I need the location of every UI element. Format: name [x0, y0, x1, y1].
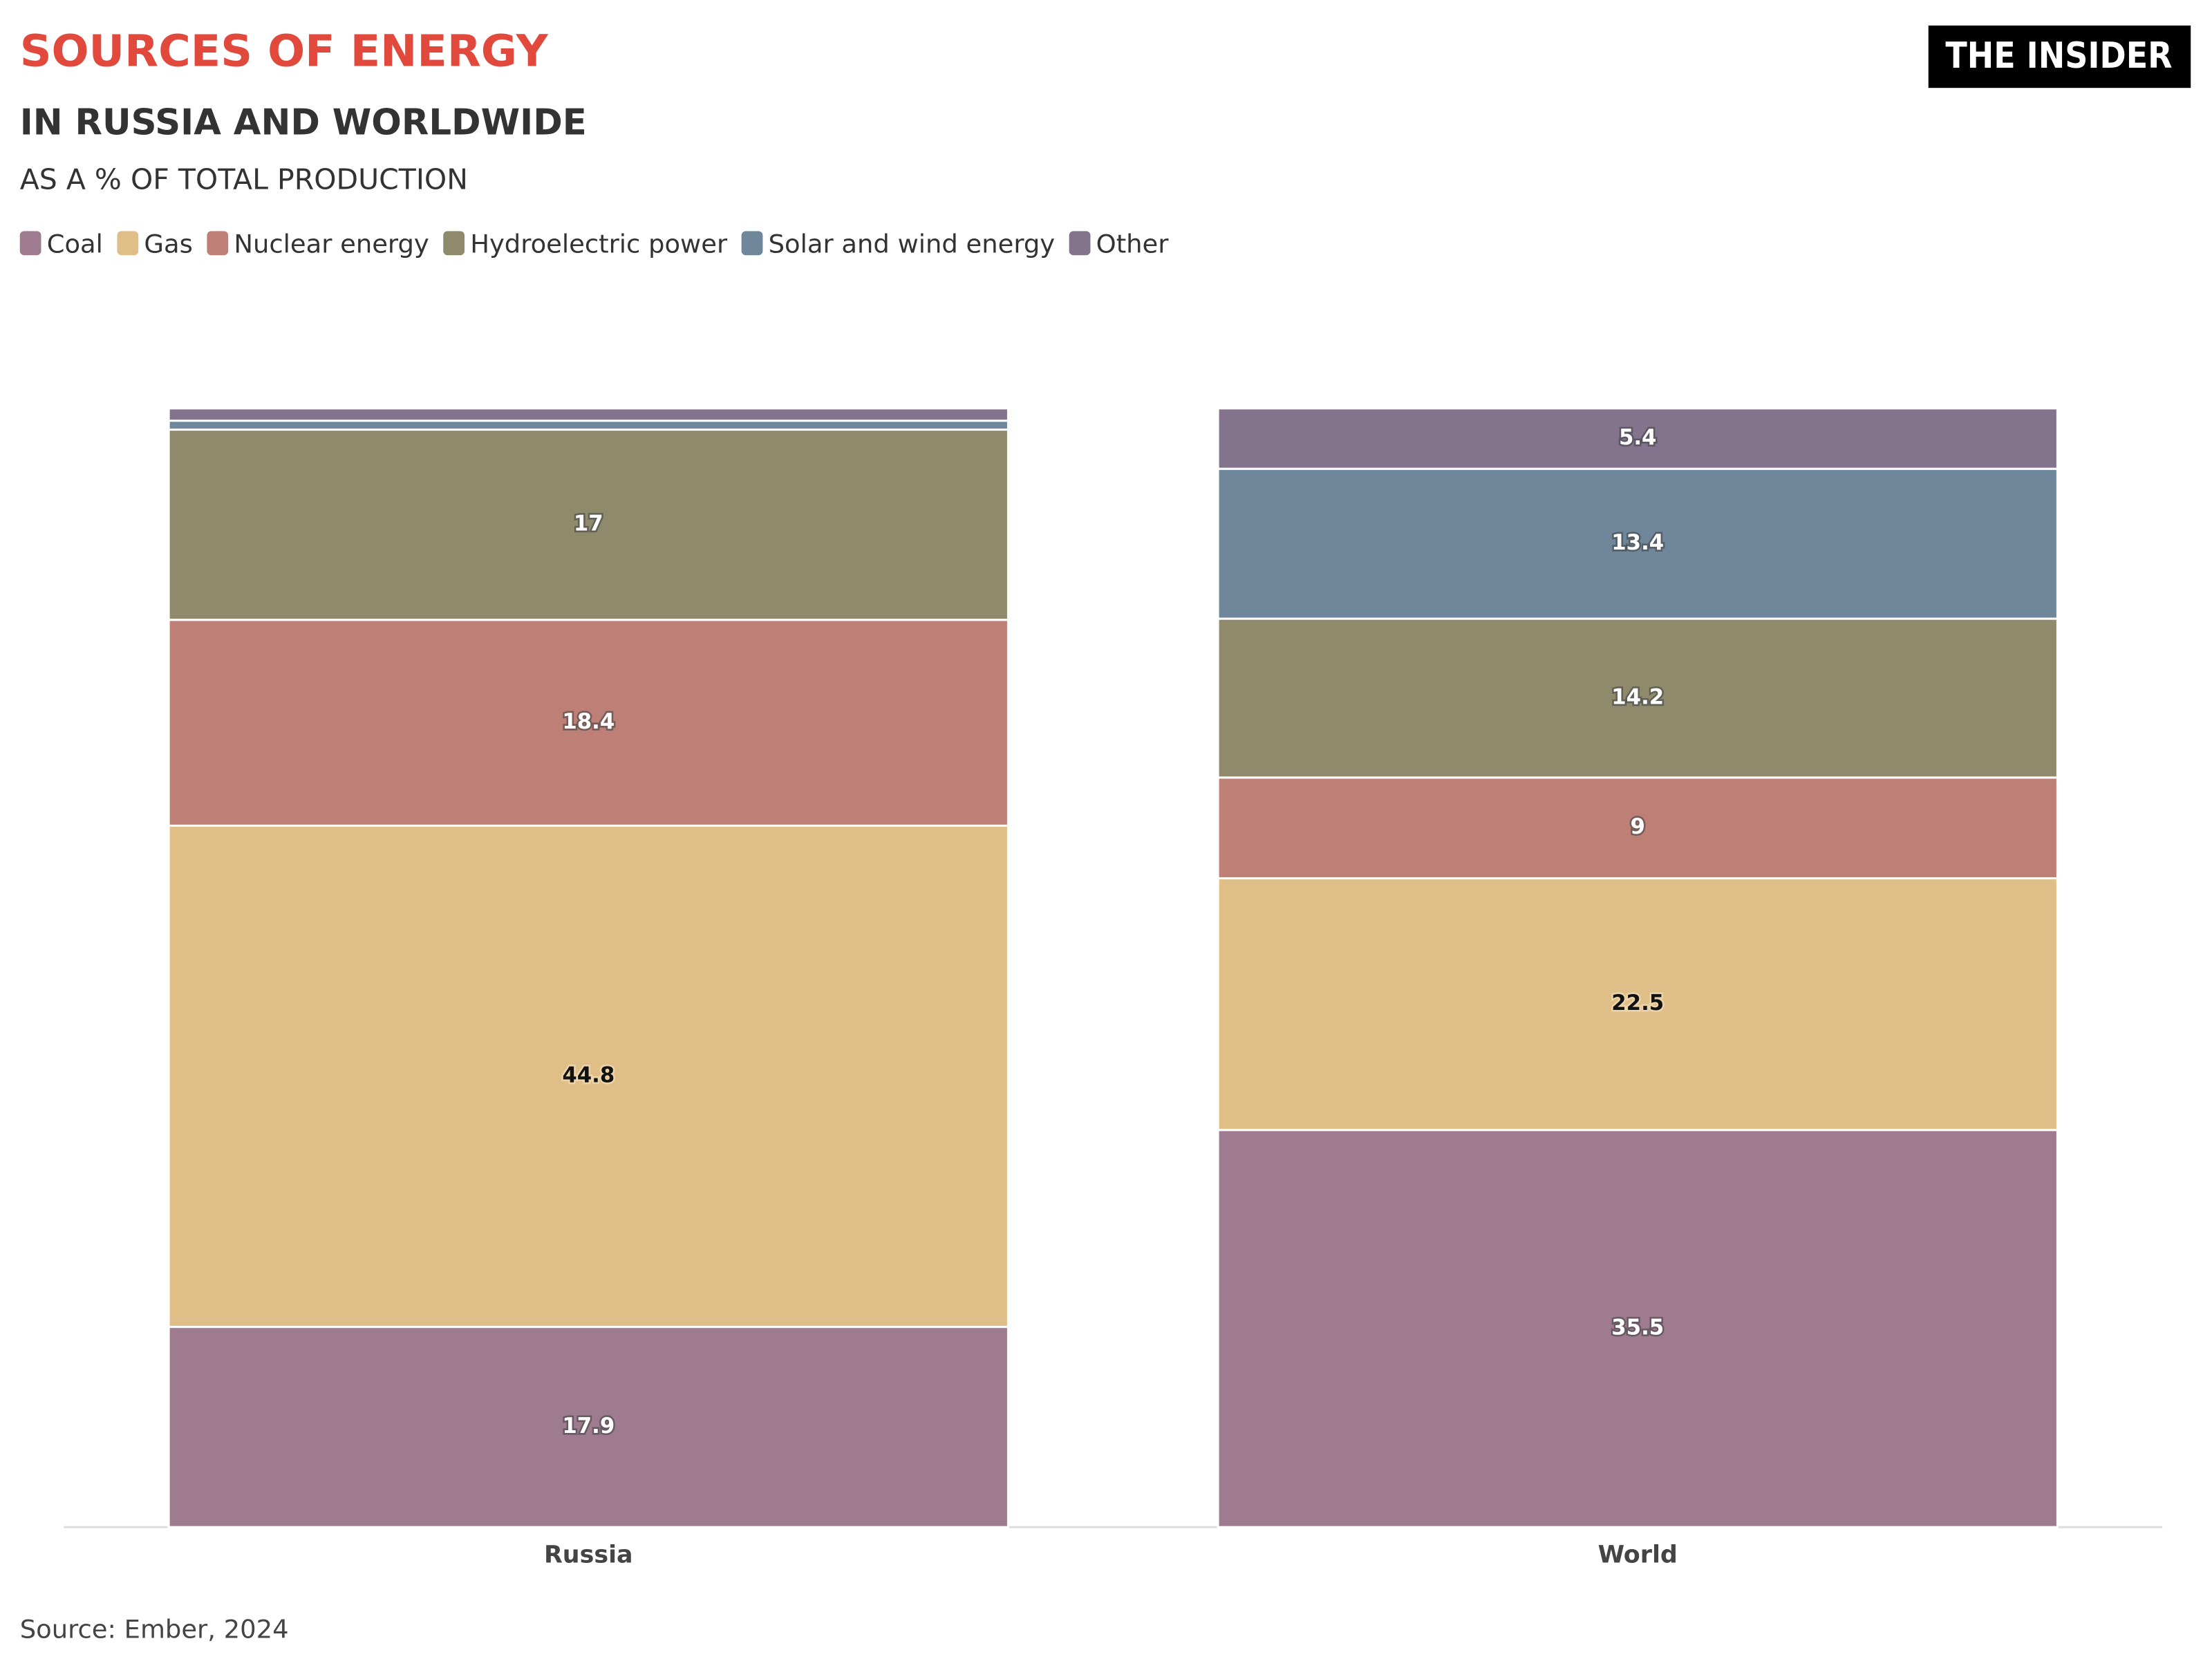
legend: Coal Gas Nuclear energy Hydroelectric power… [19, 229, 1170, 259]
legend-label: Nuclear energy [234, 229, 429, 259]
x-tick-label: Russia [544, 1541, 633, 1568]
legend-swatch [207, 231, 229, 256]
bar-segment [1217, 1129, 2059, 1528]
data-label: 13.4 [1611, 530, 1664, 555]
legend-label: Solar and wind energy [769, 229, 1056, 259]
legend-label: Gas [144, 229, 192, 259]
bar-segment [167, 428, 1009, 621]
bar-segment [167, 619, 1009, 827]
legend-swatch [117, 231, 139, 256]
data-label: 17.9 [562, 1414, 615, 1438]
bar-segment [167, 1325, 1009, 1528]
data-label: 5.4 [1619, 425, 1656, 450]
data-label: 22.5 [1611, 991, 1664, 1015]
data-label: 44.8 [562, 1062, 615, 1087]
data-label: 18.4 [562, 709, 615, 734]
legend-swatch [443, 231, 465, 256]
bar-segment [1217, 776, 2059, 880]
bar-segment [167, 420, 1009, 431]
x-tick-label: World [1598, 1541, 1678, 1568]
bar-segment [1217, 877, 2059, 1132]
legend-swatch [741, 231, 763, 256]
legend-swatch [19, 231, 41, 256]
logo: THE INSIDER [1945, 35, 2172, 77]
legend-swatch [1069, 231, 1091, 256]
data-label: 14.2 [1611, 684, 1664, 709]
logo-box [1928, 25, 2191, 88]
chart-title: SOURCES OF ENERGY [20, 26, 549, 77]
data-label: 9 [1631, 814, 1645, 839]
legend-label: Other [1096, 229, 1170, 259]
data-label: 35.5 [1611, 1315, 1664, 1340]
source: Source: Ember, 2024 [20, 1614, 289, 1644]
data-label: 17 [574, 512, 603, 536]
bar-segment [167, 407, 1009, 422]
legend-label: Hydroelectric power [470, 229, 728, 259]
bar-segment [167, 824, 1009, 1329]
bar-segment [1217, 617, 2059, 779]
legend-label: Coal [47, 229, 103, 259]
bar-segment [1217, 407, 2059, 470]
chart-subtitle: IN RUSSIA AND WORLDWIDE [20, 102, 587, 144]
bar-segment [1217, 467, 2059, 620]
y-axis-label: AS A % OF TOTAL PRODUCTION [20, 163, 468, 196]
